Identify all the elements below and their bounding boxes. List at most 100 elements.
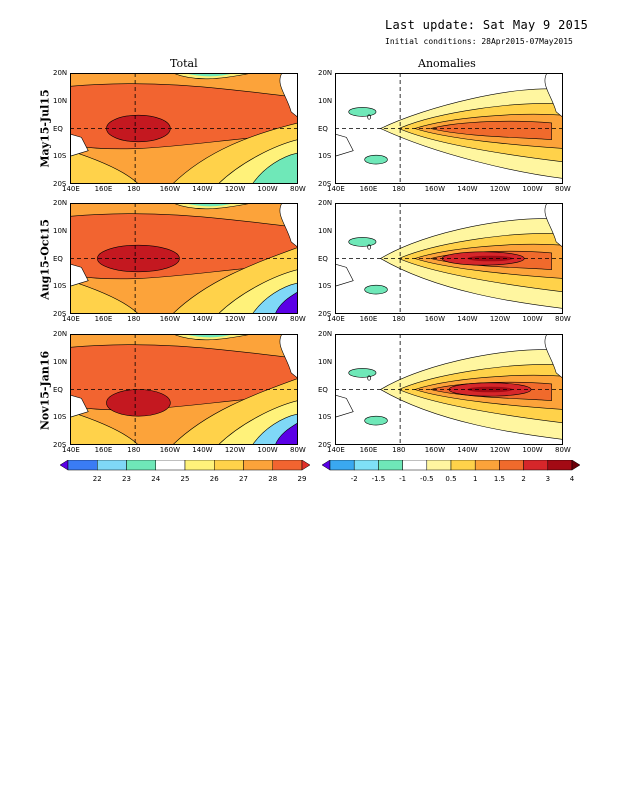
landmass-americas <box>279 203 298 248</box>
lon-label: 120W <box>489 185 511 193</box>
anomaly-map-panel-2: 0 <box>335 203 563 314</box>
colorbar-swatch <box>402 460 428 471</box>
lat-label: EQ <box>318 124 328 133</box>
panel-frame <box>70 73 298 184</box>
lat-label: 20N <box>318 330 333 338</box>
colorbar-swatch <box>184 460 215 471</box>
colorbar-swatch <box>329 460 355 471</box>
lon-label: 180 <box>392 446 406 454</box>
lon-label: 140W <box>192 315 213 323</box>
lon-label: 160W <box>424 446 445 454</box>
row-label-3: Nov15-Jan16 <box>38 350 52 431</box>
lat-label: 10N <box>53 96 68 105</box>
lon-label: 160W <box>159 446 180 454</box>
landmass-americas <box>279 73 298 118</box>
colorbar-tick-label: 1.5 <box>494 475 505 483</box>
lon-label: 140E <box>327 185 345 193</box>
lon-label: 100W <box>522 315 543 323</box>
lon-label: 140W <box>192 185 213 193</box>
contour-label: 0 <box>367 244 371 252</box>
panel-frame <box>335 334 563 445</box>
colorbar-swatch <box>272 460 303 471</box>
lat-label: 20S <box>318 441 332 449</box>
colorbar-tick-label: -2 <box>351 475 358 483</box>
lat-label: 20S <box>53 310 67 318</box>
lat-label: 10N <box>53 357 68 366</box>
contour-label: 0 <box>367 114 371 122</box>
column-title-total: Total <box>170 57 198 70</box>
anomaly-map-panel-3: 0 <box>335 334 563 445</box>
lon-label: 160E <box>359 446 378 454</box>
lat-label: EQ <box>53 124 63 133</box>
lat-label: 20N <box>53 199 68 207</box>
lon-label: 160E <box>359 185 378 193</box>
lon-label: 160E <box>359 315 378 323</box>
lon-label: 140W <box>192 446 213 454</box>
colorbar-tick-label: 26 <box>210 475 219 483</box>
lon-label: 80W <box>290 185 306 193</box>
anomaly-colorbar: -2-1.5-1-0.50.511.52345 <box>322 460 580 483</box>
colorbar-tick-label: 2 <box>521 475 525 483</box>
lat-label: 20N <box>53 69 68 77</box>
landmass-new-guinea <box>70 263 89 287</box>
column-title-anomalies: Anomalies <box>418 57 476 70</box>
colorbar-tick-label: 0.5 <box>445 475 456 483</box>
landmass-new-guinea <box>335 394 354 418</box>
colorbar-swatch <box>97 460 127 471</box>
lon-label: 80W <box>290 446 306 454</box>
colorbar-swatch <box>547 460 573 471</box>
lon-label: 120W <box>489 446 511 454</box>
landmass-new-guinea <box>70 394 89 418</box>
lon-label: 160W <box>159 185 180 193</box>
lat-label: 10N <box>318 96 333 105</box>
colorbar-tick-label: 22 <box>93 475 102 483</box>
panel-frame <box>70 203 298 314</box>
colorbar-swatch <box>523 460 549 471</box>
lat-label: 20N <box>318 69 333 77</box>
lon-label: 180 <box>392 185 406 193</box>
lon-label: 120W <box>224 315 246 323</box>
lon-label: 140E <box>327 446 345 454</box>
lon-label: 120W <box>224 185 246 193</box>
lat-label: 10N <box>318 357 333 366</box>
lon-label: 140W <box>457 315 478 323</box>
total-map-panel-1 <box>70 73 298 184</box>
lon-label: 180 <box>392 315 406 323</box>
total-map-panel-3 <box>70 334 298 445</box>
last-update-text: Last update: Sat May 9 2015 <box>385 18 589 32</box>
lon-label: 100W <box>522 185 543 193</box>
lat-label: 10S <box>318 152 332 161</box>
lat-label: 20S <box>318 310 332 318</box>
lon-label: 160W <box>424 185 445 193</box>
colorbar-arrow-left <box>60 460 69 471</box>
colorbar-tick-label: 3 <box>546 475 550 483</box>
lat-label: 10S <box>53 413 67 422</box>
colorbar-swatch <box>378 460 403 471</box>
lon-label: 100W <box>257 185 278 193</box>
lat-label: 10S <box>53 152 67 161</box>
colorbar-swatch <box>499 460 524 471</box>
colorbar-swatch <box>353 460 379 471</box>
colorbar-tick-label: -1.5 <box>372 475 386 483</box>
lon-label: 140E <box>62 315 80 323</box>
colorbar-swatch <box>426 460 452 471</box>
lon-label: 160E <box>94 446 113 454</box>
lat-label: EQ <box>53 254 63 263</box>
lon-label: 180 <box>127 446 141 454</box>
lat-label: 20S <box>53 441 67 449</box>
total-colorbar: 222324252627282930 <box>60 460 310 483</box>
lon-label: 80W <box>290 315 306 323</box>
colorbar-swatch <box>155 460 186 471</box>
lon-label: 160E <box>94 315 113 323</box>
colorbar-swatch <box>126 460 156 471</box>
lat-label: 10N <box>53 226 68 235</box>
lon-label: 120W <box>489 315 511 323</box>
lon-label: 100W <box>257 446 278 454</box>
lat-label: 10N <box>318 226 333 235</box>
lon-label: 80W <box>555 315 571 323</box>
colorbar-tick-label: 29 <box>298 475 307 483</box>
colorbar-swatch <box>214 460 244 471</box>
colorbar-swatch <box>474 460 500 471</box>
lat-label: EQ <box>53 385 63 394</box>
initial-conditions-text: Initial conditions: 28Apr2015-07May2015 <box>385 37 573 46</box>
